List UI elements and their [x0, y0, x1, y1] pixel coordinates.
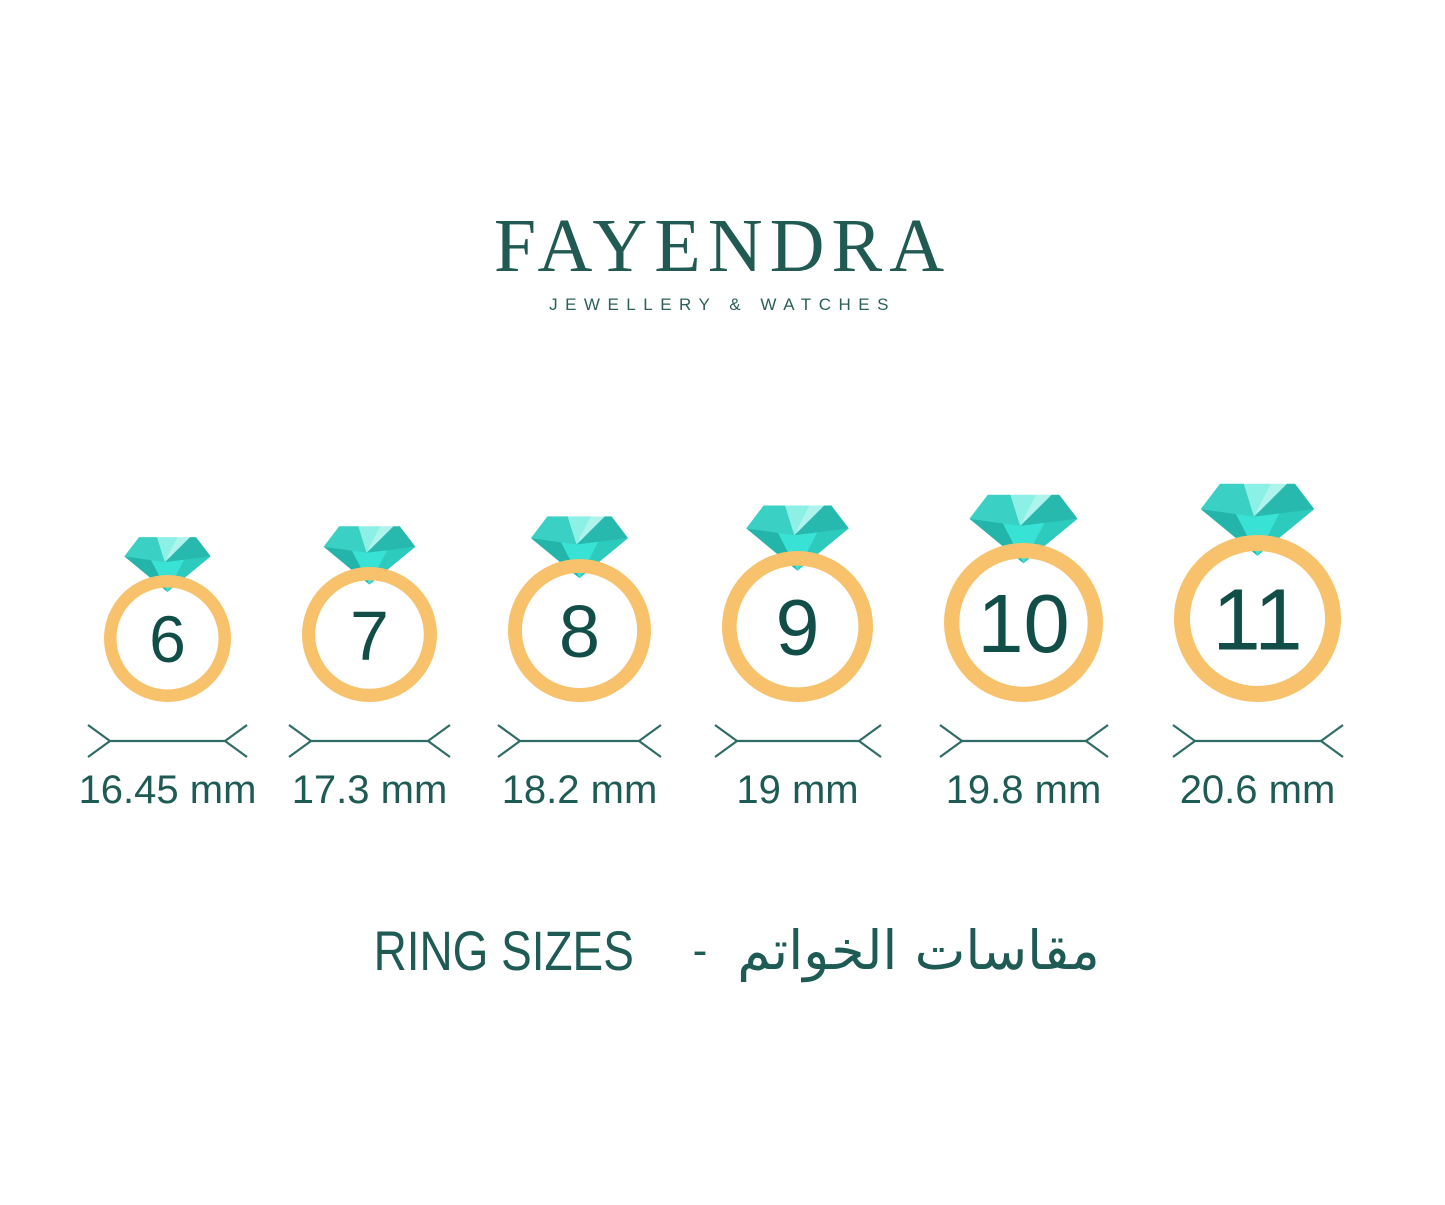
ring-illustration: 8 [507, 516, 652, 703]
brand-logo: FAYENDRA JEWELLERY & WATCHES [0, 208, 1445, 315]
ring-size-number: 10 [977, 577, 1069, 670]
diameter-measure-line [938, 724, 1109, 758]
ring-sizes-row: 6 16.45 mm 7 17.3 mm 8 18.2 mm 9 19 mm 10 19.8 mm… [0, 479, 1445, 813]
ring-band [301, 566, 438, 703]
diameter-measure-line [1171, 724, 1344, 758]
diameter-label: 18.2 mm [501, 768, 658, 812]
diameter-label: 20.6 mm [1179, 768, 1336, 812]
diameter-measure-line [497, 724, 662, 758]
brand-name: FAYENDRA [493, 204, 952, 288]
page-title: RING SIZES - مقاسات الخواتم [0, 918, 1445, 983]
ring-item-size-11: 11 20.6 mm [1147, 479, 1369, 813]
ring-item-size-7: 7 17.3 mm [275, 522, 465, 813]
ring-item-size-9: 9 19 mm [695, 501, 901, 813]
ring-illustration: 7 [301, 526, 438, 703]
page-title-english: RING SIZES [373, 919, 635, 982]
diamond-icon [969, 494, 1078, 564]
ring-size-number: 7 [350, 596, 389, 674]
ring-band [1174, 535, 1341, 702]
ring-size-number: 8 [559, 590, 600, 673]
diamond-icon [124, 537, 211, 592]
ring-band [507, 558, 652, 703]
diameter-measure-line [87, 724, 248, 758]
diamond-icon [1200, 483, 1315, 556]
ring-band [722, 551, 873, 702]
page-title-separator: - [692, 925, 708, 975]
ring-item-size-10: 10 19.8 mm [917, 490, 1131, 813]
diameter-measure-line [288, 724, 451, 758]
ring-illustration: 10 [944, 494, 1103, 702]
diameter-measure-line [713, 724, 882, 758]
ring-band [104, 575, 231, 702]
diameter-label: 17.3 mm [291, 768, 448, 812]
diameter-label: 19.8 mm [945, 768, 1102, 812]
ring-band [944, 543, 1103, 702]
brand-tagline: JEWELLERY & WATCHES [549, 295, 896, 314]
diameter-label: 16.45 mm [78, 768, 257, 812]
ring-illustration: 9 [722, 505, 873, 702]
ring-size-number: 9 [776, 582, 820, 671]
ring-illustration: 11 [1174, 483, 1341, 702]
ring-item-size-6: 6 16.45 mm [77, 533, 259, 813]
page-title-arabic: مقاسات الخواتم [737, 919, 1100, 982]
diameter-label: 19 mm [736, 768, 859, 812]
ring-item-size-8: 8 18.2 mm [481, 512, 679, 813]
ring-illustration: 6 [104, 537, 231, 702]
ring-size-number: 6 [149, 602, 186, 676]
ring-size-number: 11 [1212, 571, 1302, 668]
